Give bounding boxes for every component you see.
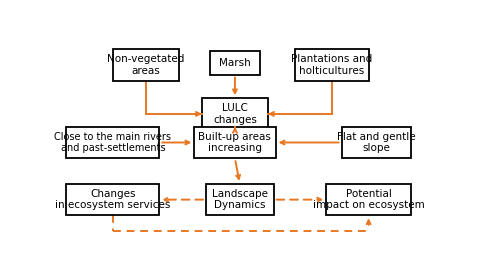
FancyBboxPatch shape <box>342 127 411 158</box>
Text: Plantations and
holticultures: Plantations and holticultures <box>291 54 372 76</box>
FancyBboxPatch shape <box>66 184 160 215</box>
FancyBboxPatch shape <box>210 51 260 75</box>
Text: Non-vegetated
areas: Non-vegetated areas <box>107 54 184 76</box>
FancyBboxPatch shape <box>295 49 368 81</box>
Text: Flat and gentle
slope: Flat and gentle slope <box>337 132 415 153</box>
Text: Marsh: Marsh <box>219 58 251 68</box>
FancyBboxPatch shape <box>326 184 411 215</box>
Text: Built-up areas
increasing: Built-up areas increasing <box>198 132 272 153</box>
FancyBboxPatch shape <box>113 49 179 81</box>
Text: Close to the main rivers
and past-settlements: Close to the main rivers and past-settle… <box>54 132 172 153</box>
FancyBboxPatch shape <box>66 127 160 158</box>
Text: Potential
impact on ecosystem: Potential impact on ecosystem <box>313 189 424 210</box>
Text: Landscape
Dynamics: Landscape Dynamics <box>212 189 268 210</box>
FancyBboxPatch shape <box>206 184 274 215</box>
Text: Changes
in ecosystem services: Changes in ecosystem services <box>55 189 170 210</box>
FancyBboxPatch shape <box>194 127 276 158</box>
Text: LULC
changes: LULC changes <box>213 103 257 125</box>
FancyBboxPatch shape <box>202 98 268 130</box>
